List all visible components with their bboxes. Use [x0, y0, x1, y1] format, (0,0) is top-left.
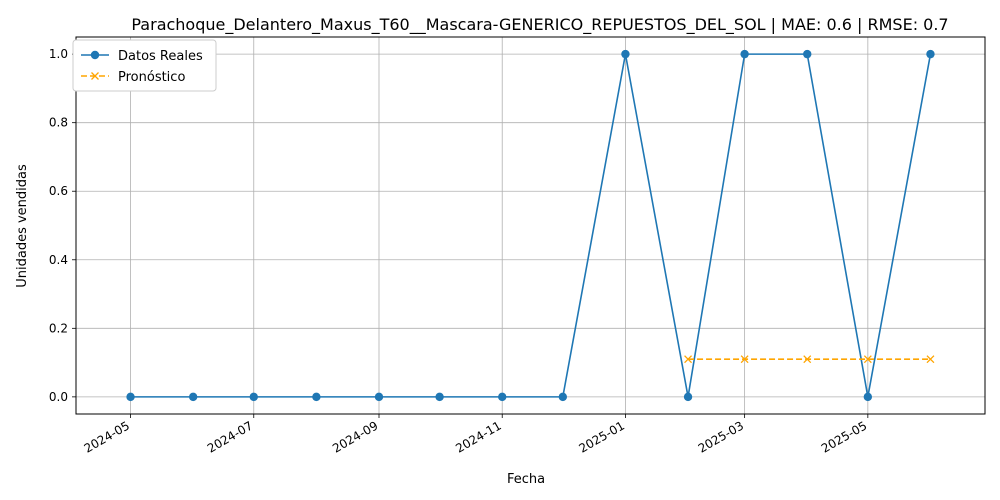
data-point-datos-reales	[312, 392, 321, 402]
legend-marker-datos-reales	[90, 50, 100, 60]
legend-box	[72, 39, 217, 92]
data-point-datos-reales	[683, 392, 693, 402]
legend-label-datos-reales: Datos Reales	[118, 49, 203, 64]
data-point-datos-reales	[126, 392, 135, 402]
data-point-datos-reales	[498, 392, 507, 402]
data-point-pronostico	[803, 355, 812, 364]
data-point-pronostico	[926, 355, 935, 364]
series-layer	[126, 49, 935, 402]
plot-frame	[75, 36, 986, 415]
data-point-datos-reales	[188, 392, 198, 402]
legend: Datos Reales Pronóstico	[72, 39, 217, 92]
data-point-datos-reales	[926, 49, 935, 59]
data-point-pronostico	[863, 355, 872, 364]
data-point-datos-reales	[740, 49, 749, 59]
data-point-datos-reales	[374, 392, 384, 402]
y-axis-label: Unidades vendidas	[15, 164, 30, 288]
data-point-datos-reales	[435, 392, 444, 402]
data-point-datos-reales	[621, 49, 630, 59]
y-tick-label: 0.6	[49, 184, 68, 198]
data-point-datos-reales	[803, 49, 812, 59]
data-point-pronostico	[684, 355, 693, 364]
y-tick-label: 0.2	[49, 321, 68, 335]
legend-marker-pronostico	[91, 72, 99, 80]
series-line-datos-reales	[130, 53, 932, 398]
x-axis-label: Fecha	[507, 472, 545, 487]
data-point-datos-reales	[249, 392, 258, 402]
chart-title: Parachoque_Delantero_Maxus_T60__Mascara-…	[131, 15, 948, 35]
legend-label-pronostico: Pronóstico	[118, 70, 185, 85]
y-tick-label: 0.0	[49, 390, 68, 404]
data-point-pronostico	[740, 355, 749, 364]
y-tick-label: 1.0	[49, 47, 68, 61]
y-tick-label: 0.8	[49, 116, 68, 130]
data-point-datos-reales	[863, 392, 873, 402]
y-tick-label: 0.4	[49, 253, 68, 267]
data-point-datos-reales	[558, 392, 568, 402]
